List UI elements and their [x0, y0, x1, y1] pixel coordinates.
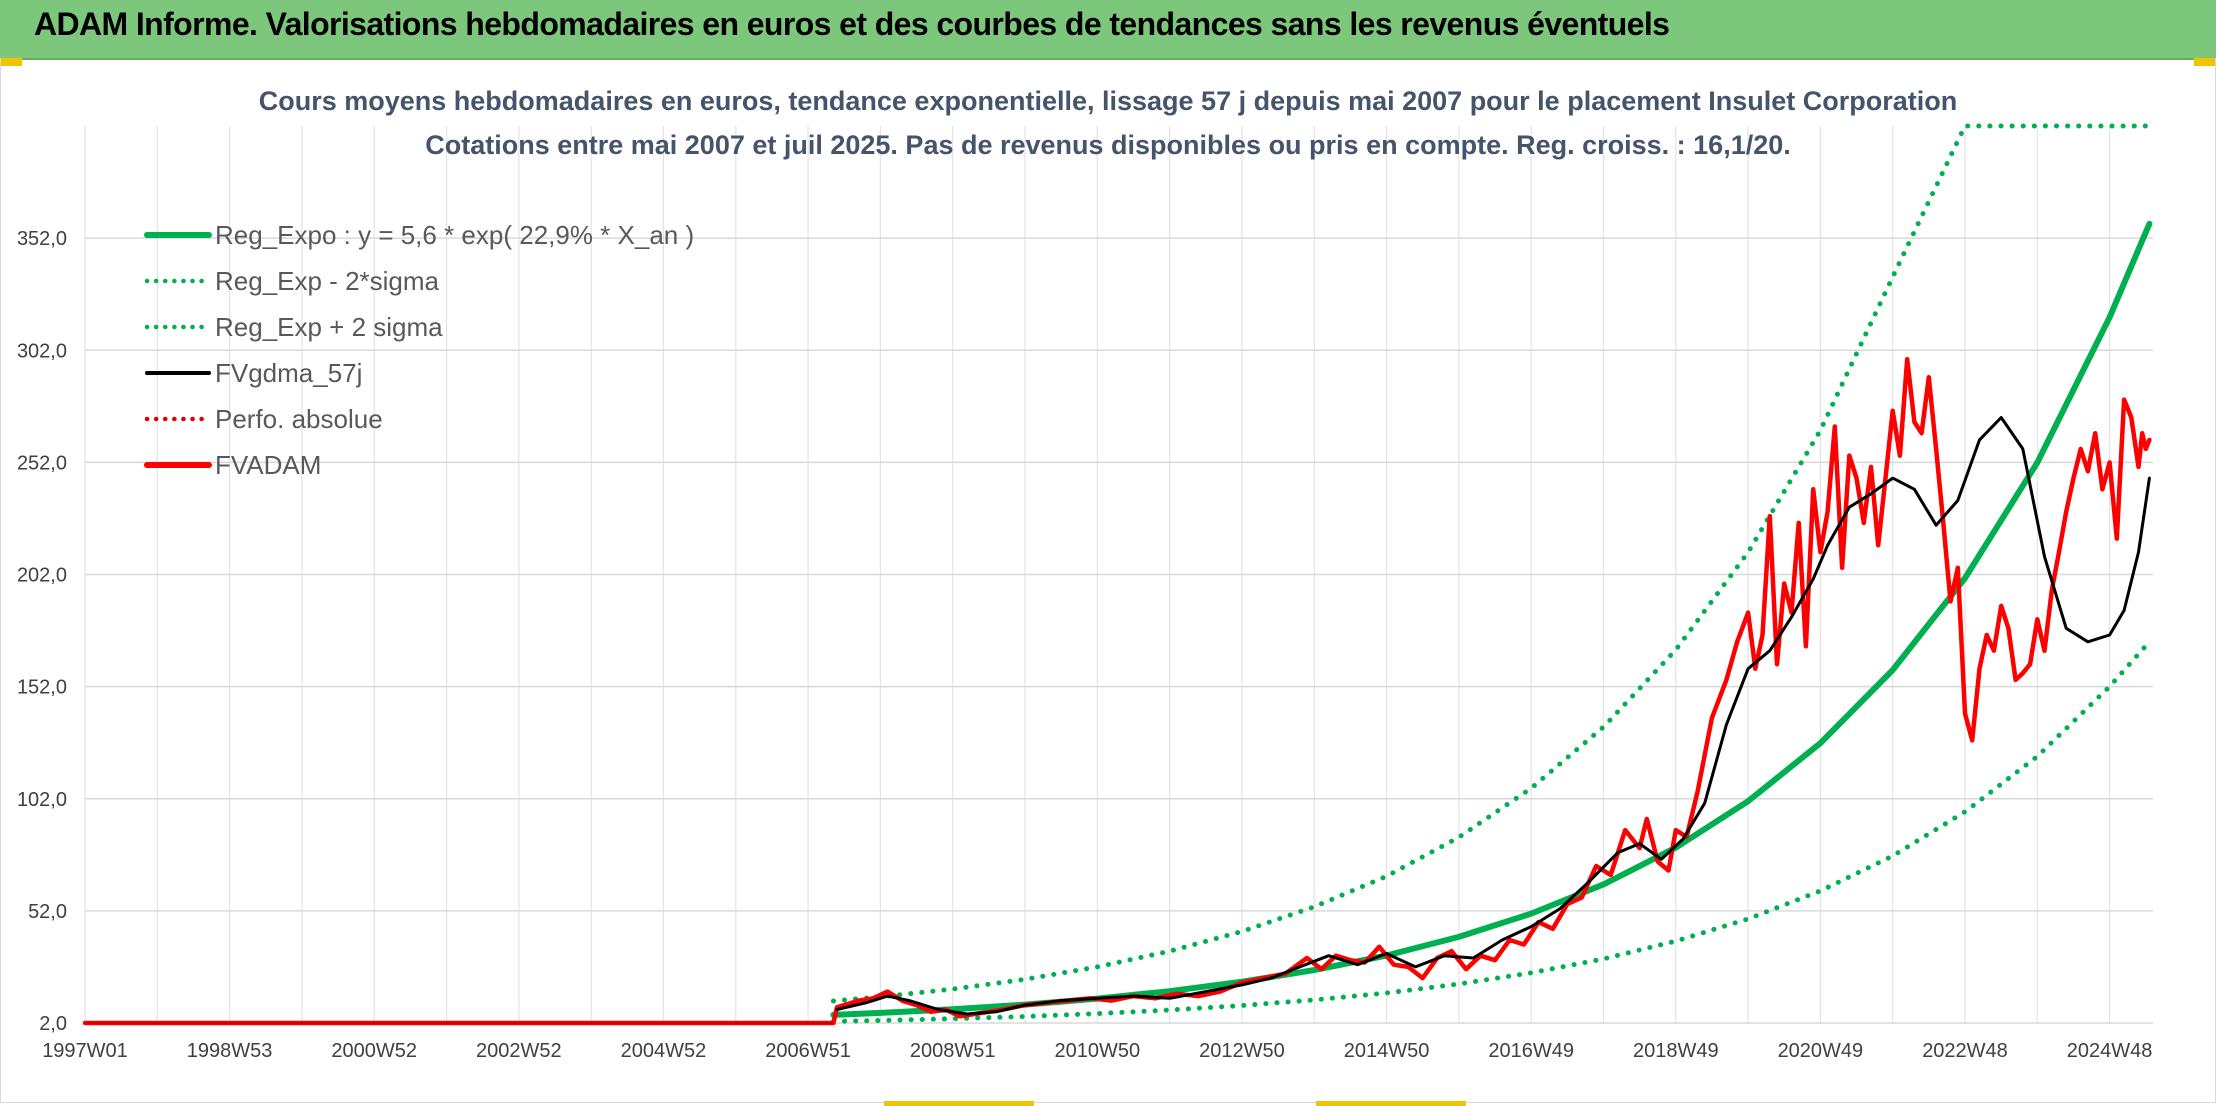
series-line-1 [830, 639, 2152, 1024]
x-tick-label: 1998W53 [187, 1040, 273, 1062]
legend-label: Perfo. absolue [215, 404, 383, 434]
x-tick-label: 2010W50 [1054, 1040, 1140, 1062]
y-tick-label: 302,0 [17, 340, 67, 362]
chart-legend: Reg_Expo : y = 5,6 * exp( 22,9% * X_an )… [144, 220, 694, 480]
x-tick-label: 2012W50 [1199, 1040, 1285, 1062]
y-tick-label: 52,0 [28, 901, 67, 923]
series-line-0 [830, 220, 2153, 1018]
y-tick-label: 252,0 [17, 452, 67, 474]
y-tick-label: 2,0 [39, 1013, 67, 1035]
y-tick-label: 352,0 [17, 228, 67, 250]
y-tick-label: 102,0 [17, 789, 67, 811]
legend-label: FVADAM [215, 450, 321, 480]
x-tick-label: 2016W49 [1488, 1040, 1574, 1062]
chart-subtitle: Cotations entre mai 2007 et juil 2025. P… [425, 130, 1791, 160]
x-tick-label: 2014W50 [1344, 1040, 1430, 1062]
x-tick-label: 2004W52 [621, 1040, 707, 1062]
chart-title: Cours moyens hebdomadaires en euros, ten… [259, 86, 1958, 116]
legend-label: Reg_Exp + 2 sigma [215, 312, 443, 342]
legend-label: FVgdma_57j [215, 358, 362, 388]
series-line-3 [835, 416, 2151, 1016]
x-tick-label: 2006W51 [765, 1040, 851, 1062]
y-tick-label: 152,0 [17, 677, 67, 699]
corner-marker-right [2194, 58, 2216, 66]
series-line-5 [82, 356, 2152, 1026]
legend-label: Reg_Expo : y = 5,6 * exp( 22,9% * X_an ) [215, 220, 694, 250]
x-tick-label: 2022W48 [1922, 1040, 2008, 1062]
x-tick-label: 2000W52 [331, 1040, 417, 1062]
x-tick-label: 2024W48 [2067, 1040, 2153, 1062]
x-tick-label: 1997W01 [42, 1040, 128, 1062]
x-tick-label: 2008W51 [910, 1040, 996, 1062]
grid-layer [84, 126, 2153, 1024]
bottom-tab-marker-left [884, 1101, 1034, 1106]
series-layer [82, 123, 2153, 1026]
series-line-2 [830, 123, 2152, 1004]
page-title: ADAM Informe. Valorisations hebdomadaire… [34, 6, 1670, 42]
chart-frame: 2,0 52,0 102,0 152,0 202,0 252,0 302,0 352,0 199… [0, 58, 2216, 1103]
x-tick-label: 2020W49 [1778, 1040, 1864, 1062]
bottom-tab-marker-right [1316, 1101, 1466, 1106]
x-tick-label: 2002W52 [476, 1040, 562, 1062]
axis-layer: 2,0 52,0 102,0 152,0 202,0 252,0 302,0 352,0 199… [17, 228, 2152, 1062]
x-tick-label: 2018W49 [1633, 1040, 1719, 1062]
chart-svg: 2,0 52,0 102,0 152,0 202,0 252,0 302,0 352,0 199… [17, 86, 2153, 1062]
y-tick-label: 202,0 [17, 565, 67, 587]
header-bar: ADAM Informe. Valorisations hebdomadaire… [0, 0, 2216, 60]
corner-marker-left [0, 58, 22, 66]
legend-label: Reg_Exp - 2*sigma [215, 266, 440, 296]
